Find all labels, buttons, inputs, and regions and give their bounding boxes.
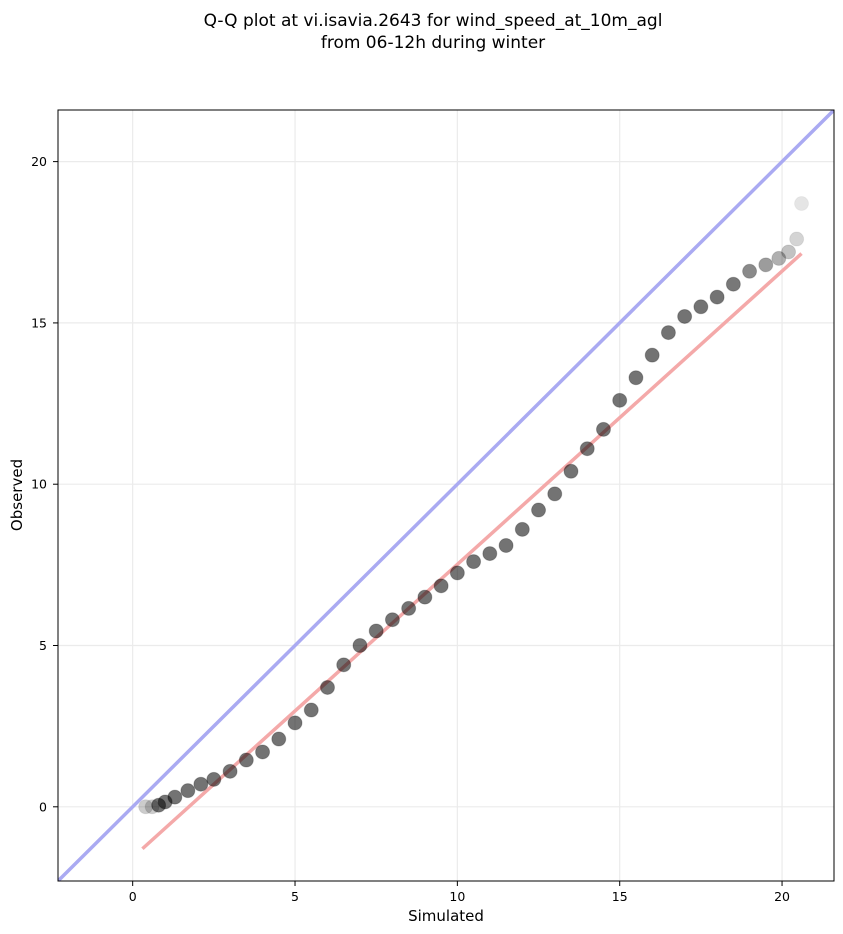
data-point-15 bbox=[336, 657, 352, 673]
x-tick-label-3: 15 bbox=[612, 889, 628, 904]
data-point-23 bbox=[466, 554, 482, 570]
x-tick-label-0: 0 bbox=[129, 889, 137, 904]
x-tick-label-1: 5 bbox=[291, 889, 299, 904]
data-point-19 bbox=[401, 600, 417, 616]
data-point-33 bbox=[628, 370, 644, 386]
data-point-35 bbox=[660, 325, 676, 341]
data-point-38 bbox=[709, 289, 725, 305]
data-point-18 bbox=[384, 612, 400, 628]
data-point-20 bbox=[417, 589, 433, 605]
data-point-44 bbox=[789, 231, 805, 247]
data-point-5 bbox=[180, 783, 196, 799]
data-point-41 bbox=[758, 257, 774, 273]
x-tick-label-4: 20 bbox=[774, 889, 790, 904]
data-point-27 bbox=[531, 502, 547, 518]
fit-line bbox=[141, 252, 803, 851]
data-point-26 bbox=[514, 521, 530, 537]
data-point-12 bbox=[287, 715, 303, 731]
data-point-30 bbox=[579, 441, 595, 457]
data-point-17 bbox=[368, 623, 384, 639]
data-point-45 bbox=[794, 196, 810, 212]
data-point-32 bbox=[612, 392, 628, 408]
y-tick-label-3: 15 bbox=[31, 315, 47, 330]
quantile-points bbox=[138, 196, 810, 815]
data-point-16 bbox=[352, 638, 368, 654]
data-point-43 bbox=[781, 244, 797, 260]
x-axis-label: Simulated bbox=[408, 907, 484, 925]
data-point-14 bbox=[319, 679, 335, 695]
chart-title-line-2: from 06-12h during winter bbox=[321, 33, 545, 53]
data-point-34 bbox=[644, 347, 660, 363]
data-point-36 bbox=[677, 308, 693, 324]
data-point-24 bbox=[482, 546, 498, 562]
data-point-25 bbox=[498, 538, 514, 554]
data-point-8 bbox=[222, 763, 238, 779]
data-point-37 bbox=[693, 299, 709, 315]
y-tick-label-2: 10 bbox=[31, 477, 47, 492]
plot-frame bbox=[57, 109, 835, 882]
data-point-28 bbox=[547, 486, 563, 502]
data-point-31 bbox=[595, 421, 611, 437]
y-tick-label-1: 5 bbox=[39, 638, 47, 653]
data-point-21 bbox=[433, 578, 449, 594]
data-point-39 bbox=[725, 276, 741, 292]
data-point-40 bbox=[742, 263, 758, 279]
data-point-6 bbox=[193, 776, 209, 792]
data-point-11 bbox=[271, 731, 287, 747]
data-point-29 bbox=[563, 463, 579, 479]
y-axis-label: Observed bbox=[8, 459, 26, 531]
axis-ticks: 0 5 10 15 20 0 5 10 15 20 bbox=[31, 154, 790, 904]
reference-lines bbox=[58, 110, 834, 881]
y-tick-label-4: 20 bbox=[31, 154, 47, 169]
data-point-7 bbox=[206, 771, 222, 787]
x-tick-label-2: 10 bbox=[449, 889, 465, 904]
data-point-10 bbox=[255, 744, 271, 760]
chart-title-line-1: Q-Q plot at vi.isavia.2643 for wind_spee… bbox=[204, 11, 663, 31]
data-point-4 bbox=[167, 789, 183, 805]
y-tick-label-0: 0 bbox=[39, 799, 47, 814]
data-point-9 bbox=[238, 752, 254, 768]
data-point-13 bbox=[303, 702, 319, 718]
data-point-22 bbox=[449, 565, 465, 581]
data-point-42 bbox=[771, 250, 787, 266]
identity-line bbox=[58, 110, 834, 881]
